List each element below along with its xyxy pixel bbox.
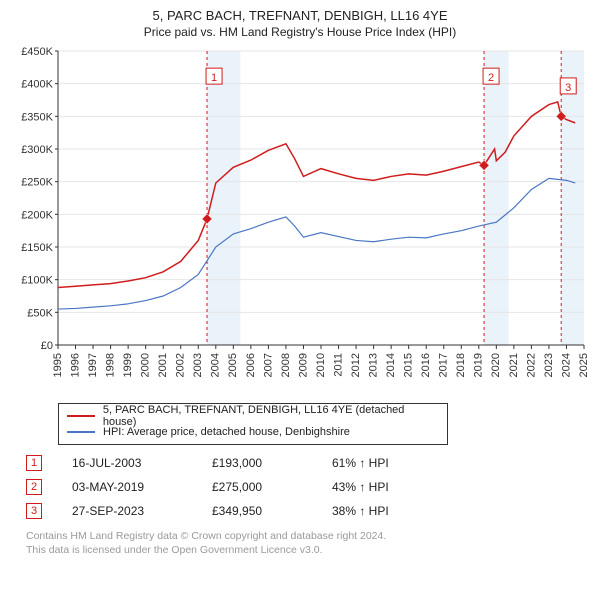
svg-text:3: 3 (565, 82, 571, 94)
svg-text:2021: 2021 (508, 353, 520, 377)
svg-text:2004: 2004 (210, 353, 222, 377)
legend: 5, PARC BACH, TREFNANT, DENBIGH, LL16 4Y… (58, 403, 448, 445)
chart-subtitle: Price paid vs. HM Land Registry's House … (12, 25, 588, 39)
svg-text:2013: 2013 (368, 353, 380, 377)
chart-page: 5, PARC BACH, TREFNANT, DENBIGH, LL16 4Y… (0, 0, 600, 590)
sales-row: 3 27-SEP-2023 £349,950 38% ↑ HPI (26, 499, 588, 523)
svg-text:2: 2 (488, 72, 494, 84)
svg-text:2024: 2024 (560, 353, 572, 377)
svg-text:1996: 1996 (69, 353, 81, 377)
legend-row-a: 5, PARC BACH, TREFNANT, DENBIGH, LL16 4Y… (67, 408, 439, 424)
svg-text:2022: 2022 (525, 353, 537, 377)
svg-text:£400K: £400K (21, 79, 53, 91)
svg-text:2000: 2000 (140, 353, 152, 377)
svg-text:£50K: £50K (27, 307, 53, 319)
svg-text:2025: 2025 (578, 353, 588, 377)
sales-row: 1 16-JUL-2003 £193,000 61% ↑ HPI (26, 451, 588, 475)
footnote-line: Contains HM Land Registry data © Crown c… (26, 529, 588, 543)
sale-date: 16-JUL-2003 (72, 456, 182, 470)
svg-text:2023: 2023 (543, 353, 555, 377)
sale-price: £193,000 (212, 456, 302, 470)
svg-text:2009: 2009 (297, 353, 309, 377)
svg-text:£300K: £300K (21, 144, 53, 156)
svg-text:2014: 2014 (385, 353, 397, 377)
svg-text:£450K: £450K (21, 46, 53, 58)
sales-row: 2 03-MAY-2019 £275,000 43% ↑ HPI (26, 475, 588, 499)
sale-marker-icon: 1 (26, 455, 42, 471)
svg-text:£150K: £150K (21, 242, 53, 254)
svg-text:1997: 1997 (87, 353, 99, 377)
sale-price: £275,000 (212, 480, 302, 494)
sale-date: 03-MAY-2019 (72, 480, 182, 494)
sale-relative: 43% ↑ HPI (332, 480, 432, 494)
chart-svg: £0 £50K £100K £150K £200K £250K £300K £350K £400… (12, 45, 588, 395)
svg-text:2018: 2018 (455, 353, 467, 377)
svg-text:£200K: £200K (21, 209, 53, 221)
svg-text:2020: 2020 (490, 353, 502, 377)
svg-text:2012: 2012 (350, 353, 362, 377)
svg-text:1: 1 (211, 72, 217, 84)
sales-table: 1 16-JUL-2003 £193,000 61% ↑ HPI 2 03-MA… (26, 451, 588, 523)
sale-relative: 38% ↑ HPI (332, 504, 432, 518)
sale-price: £349,950 (212, 504, 302, 518)
sale-relative: 61% ↑ HPI (332, 456, 432, 470)
svg-text:£350K: £350K (21, 111, 53, 123)
svg-text:2001: 2001 (157, 353, 169, 377)
svg-text:2002: 2002 (175, 353, 187, 377)
svg-text:2011: 2011 (332, 353, 344, 377)
footnote-line: This data is licensed under the Open Gov… (26, 543, 588, 557)
legend-swatch-b (67, 431, 95, 433)
svg-text:2019: 2019 (473, 353, 485, 377)
svg-text:2006: 2006 (245, 353, 257, 377)
svg-text:1999: 1999 (122, 353, 134, 377)
svg-text:2017: 2017 (438, 353, 450, 377)
svg-text:2016: 2016 (420, 353, 432, 377)
svg-text:2005: 2005 (227, 353, 239, 377)
svg-text:1995: 1995 (52, 353, 64, 377)
legend-label-b: HPI: Average price, detached house, Denb… (103, 426, 350, 438)
line-chart: £0 £50K £100K £150K £200K £250K £300K £350K £400… (12, 45, 588, 395)
svg-text:2010: 2010 (315, 353, 327, 377)
sale-marker-icon: 3 (26, 503, 42, 519)
svg-text:2008: 2008 (280, 353, 292, 377)
svg-text:2015: 2015 (403, 353, 415, 377)
sale-date: 27-SEP-2023 (72, 504, 182, 518)
svg-text:2007: 2007 (262, 353, 274, 377)
svg-text:£100K: £100K (21, 275, 53, 287)
legend-label-a: 5, PARC BACH, TREFNANT, DENBIGH, LL16 4Y… (103, 404, 439, 428)
legend-swatch-a (67, 415, 95, 417)
svg-text:1998: 1998 (105, 353, 117, 377)
svg-text:£250K: £250K (21, 177, 53, 189)
sale-marker-icon: 2 (26, 479, 42, 495)
chart-title: 5, PARC BACH, TREFNANT, DENBIGH, LL16 4Y… (12, 8, 588, 23)
svg-text:2003: 2003 (192, 353, 204, 377)
footnote: Contains HM Land Registry data © Crown c… (26, 529, 588, 557)
svg-text:£0: £0 (41, 340, 53, 352)
